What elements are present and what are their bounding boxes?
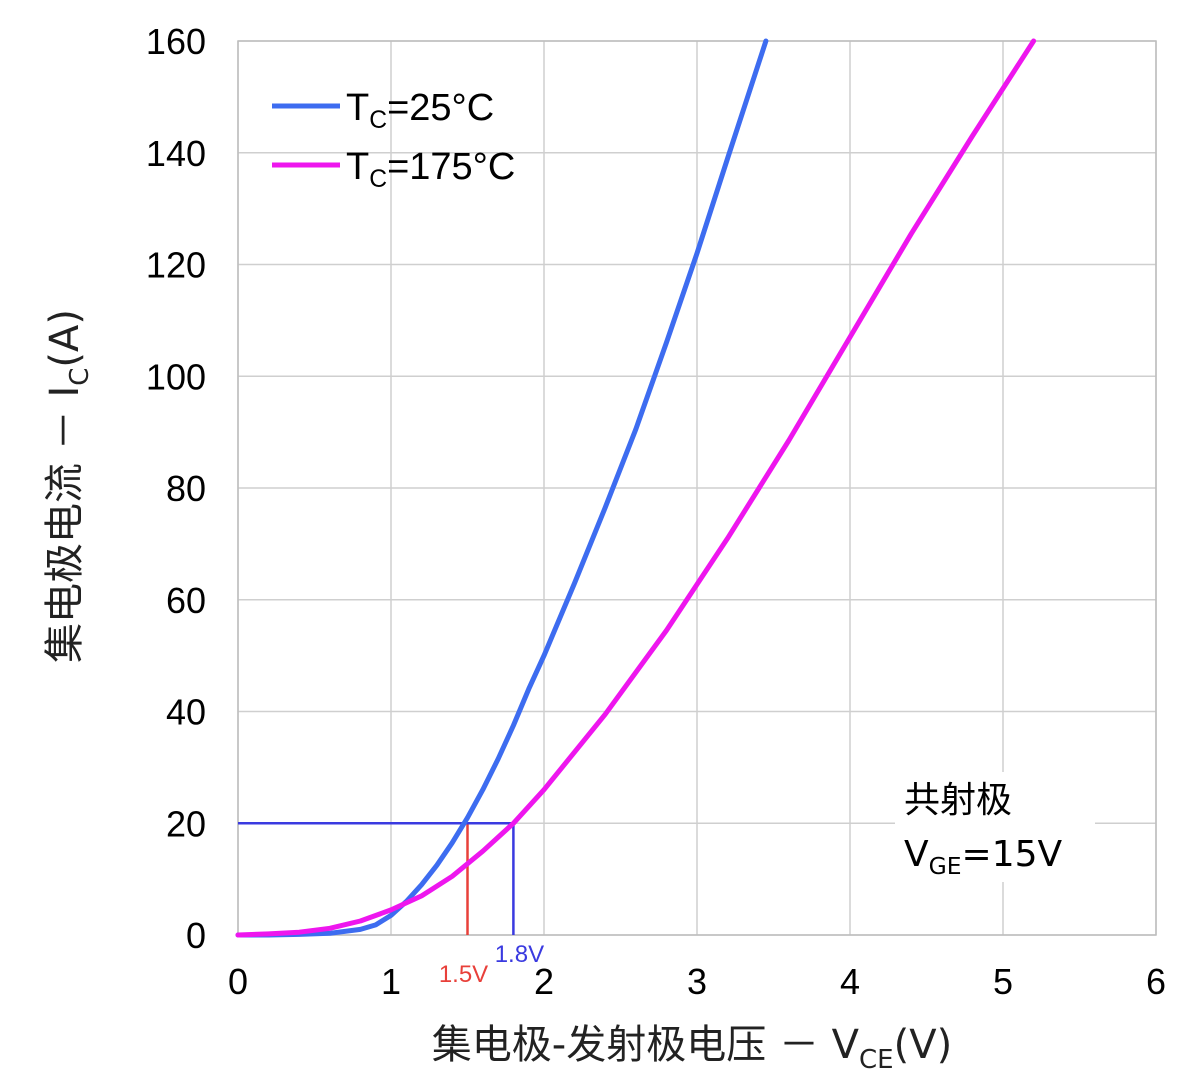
condition-note: 共射极 VGE=15V bbox=[895, 772, 1095, 882]
y-tick-label: 160 bbox=[146, 21, 206, 62]
marker-label: 1.5V bbox=[439, 961, 488, 988]
series-line-0 bbox=[235, 38, 769, 938]
y-tick-label: 140 bbox=[146, 133, 206, 174]
plot-border bbox=[237, 40, 1157, 936]
condition-note-bg bbox=[895, 772, 1095, 882]
x-tick-labels: 0 1 2 3 4 5 6 bbox=[228, 961, 1166, 1002]
x-tick-label: 1 bbox=[381, 961, 401, 1002]
marker-line-1_5V bbox=[238, 822, 469, 935]
y-tick-label: 80 bbox=[166, 468, 206, 509]
plot-frame bbox=[237, 40, 1157, 936]
y-tick-labels: 0 20 40 60 80 100 120 140 160 bbox=[146, 21, 206, 956]
x-tick-label: 4 bbox=[840, 961, 860, 1002]
reference-markers: 1.5V 1.8V bbox=[238, 822, 544, 988]
grid-lines bbox=[237, 40, 1157, 936]
y-tick-label: 60 bbox=[166, 580, 206, 621]
condition-note-line2: VGE=15V bbox=[904, 834, 1063, 880]
legend: TC=25°C TC=175°C bbox=[272, 87, 515, 193]
series-line-1 bbox=[235, 38, 1037, 938]
y-tick-label: 100 bbox=[146, 356, 206, 397]
legend-label-25c: TC=25°C bbox=[346, 87, 494, 134]
y-tick-label: 120 bbox=[146, 245, 206, 286]
x-tick-label: 0 bbox=[228, 961, 248, 1002]
y-tick-label: 0 bbox=[186, 915, 206, 956]
x-tick-label: 5 bbox=[993, 961, 1013, 1002]
marker-line-1_8V bbox=[238, 822, 515, 935]
series-lines bbox=[235, 38, 1037, 938]
legend-label-175c: TC=175°C bbox=[346, 146, 515, 193]
x-tick-label: 2 bbox=[534, 961, 554, 1002]
x-tick-label: 3 bbox=[687, 961, 707, 1002]
y-tick-label: 20 bbox=[166, 803, 206, 844]
y-axis-title: 集电极电流 － IC(A) bbox=[42, 309, 95, 663]
x-axis-title: 集电极-发射极电压 － VCE(V) bbox=[432, 1022, 952, 1075]
y-tick-label: 40 bbox=[166, 692, 206, 733]
marker-label: 1.8V bbox=[495, 941, 544, 968]
condition-note-line1: 共射极 bbox=[904, 780, 1012, 821]
x-tick-label: 6 bbox=[1146, 961, 1166, 1002]
